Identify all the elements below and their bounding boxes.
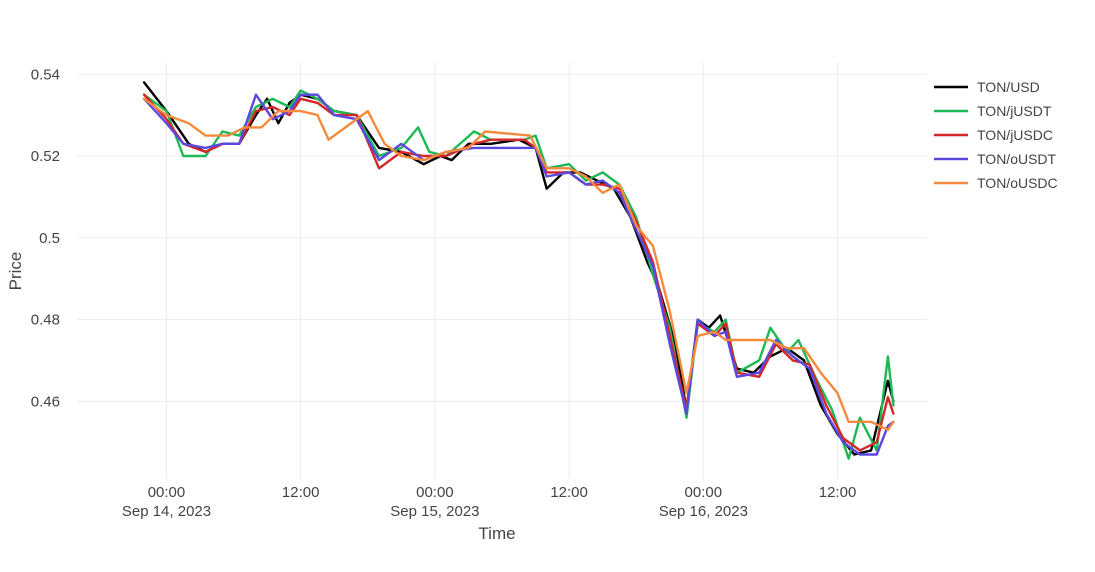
x-tick-label: 00:00	[685, 484, 723, 501]
series-line-ton-usd	[142, 81, 895, 456]
legend[interactable]: TON/USD TON/jUSDT TON/jUSDC TON/oUSDT TON/oU…	[934, 79, 1058, 191]
y-axis-title: Price	[6, 252, 25, 291]
legend-item[interactable]: TON/jUSDC	[934, 127, 1053, 143]
x-tick-date-label: Sep 15, 2023	[390, 503, 479, 520]
series-line-ton-jusdc	[142, 93, 895, 452]
series-lines	[142, 81, 895, 460]
series-line-ton-ousdt	[142, 93, 895, 456]
legend-item[interactable]: TON/USD	[934, 79, 1040, 95]
y-tick-label: 0.46	[31, 393, 60, 410]
y-tick-label: 0.54	[31, 66, 60, 83]
x-tick-label: 12:00	[550, 484, 588, 501]
legend-label: TON/oUSDT	[977, 151, 1057, 167]
series-line-ton-ousdc	[142, 97, 895, 432]
x-tick-date-label: Sep 16, 2023	[659, 503, 748, 520]
y-axis-ticks: 0.54 0.52 0.5 0.48 0.46	[31, 66, 60, 410]
x-tick-label: 00:00	[148, 484, 186, 501]
x-tick-label: 12:00	[819, 484, 857, 501]
y-tick-label: 0.52	[31, 148, 60, 165]
legend-label: TON/jUSDT	[977, 103, 1052, 119]
x-tick-label: 00:00	[416, 484, 454, 501]
legend-label: TON/USD	[977, 79, 1040, 95]
x-tick-date-label: Sep 14, 2023	[122, 503, 211, 520]
legend-label: TON/jUSDC	[977, 127, 1053, 143]
legend-label: TON/oUSDC	[977, 175, 1058, 191]
y-tick-label: 0.48	[31, 312, 60, 329]
grid	[77, 62, 927, 479]
x-tick-label: 12:00	[282, 484, 320, 501]
legend-item[interactable]: TON/jUSDT	[934, 103, 1052, 119]
legend-item[interactable]: TON/oUSDT	[934, 151, 1057, 167]
y-tick-label: 0.5	[39, 230, 60, 247]
x-axis-title: Time	[478, 524, 515, 543]
series-line-ton-jusdt	[142, 89, 895, 460]
x-axis-ticks: 00:00 Sep 14, 2023 12:00 00:00 Sep 15, 2023 1…	[122, 484, 856, 520]
legend-item[interactable]: TON/oUSDC	[934, 175, 1058, 191]
